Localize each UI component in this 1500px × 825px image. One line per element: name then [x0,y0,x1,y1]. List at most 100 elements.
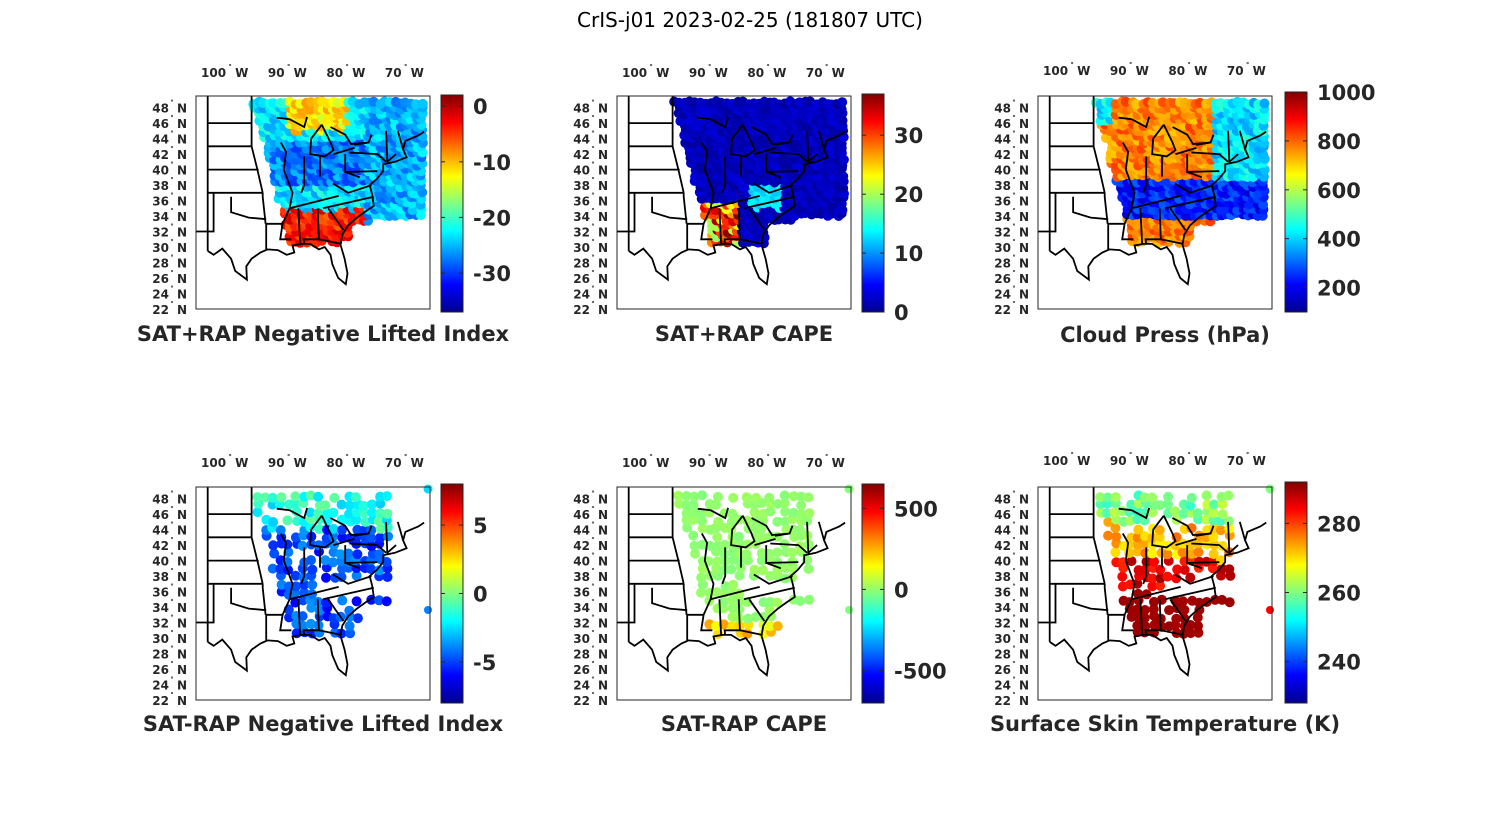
degree-symbol: ˚ [591,490,595,500]
lat-tick-label: 42 ˚ N [994,536,1029,553]
map-frame [195,486,431,701]
data-point [1110,522,1121,533]
state-border [1160,238,1184,245]
lat-tick-hemisphere: N [1019,257,1029,271]
data-point [688,514,699,525]
data-point [779,490,790,501]
degree-symbol: ˚ [1129,451,1133,461]
degree-symbol: ˚ [1012,552,1016,562]
lat-tick-hemisphere: N [1019,241,1029,255]
lat-tick-hemisphere: N [598,570,608,584]
state-border [1038,583,1057,624]
data-point [1210,594,1221,605]
lon-tick-degrees: 90 [1110,64,1127,78]
lat-tick-hemisphere: N [177,210,187,224]
lat-tick-label: 46 ˚ N [152,114,187,131]
state-border [332,573,372,585]
data-point [802,515,813,526]
data-point [1169,506,1180,517]
data-point [1185,540,1196,550]
data-point [1186,523,1197,534]
state-border [353,141,369,146]
lat-tick-degrees: 24 [573,288,590,302]
data-point [796,500,807,511]
lon-tick-hemisphere: W [411,456,424,470]
lat-tick-hemisphere: N [598,195,608,209]
degree-symbol: ˚ [170,161,174,171]
lon-tick-degrees: 90 [689,456,706,470]
degree-symbol: ˚ [1187,451,1191,461]
lat-tick-label: 24 ˚ N [994,676,1029,693]
state-border [1142,547,1148,585]
degree-symbol: ˚ [1012,269,1016,279]
data-point [711,621,721,631]
lat-tick-degrees: 48 [152,493,169,507]
lon-tick-hemisphere: W [656,66,669,80]
degree-symbol: ˚ [170,223,174,233]
lat-tick-label: 40 ˚ N [994,552,1029,569]
state-border [1144,599,1162,636]
lat-tick-hemisphere: N [598,164,608,178]
lat-tick-degrees: 42 [994,539,1011,553]
degree-symbol: ˚ [1012,629,1016,639]
data-point [352,524,363,535]
lat-tick-hemisphere: N [1019,555,1029,569]
data-point [756,523,767,534]
data-point [351,507,362,518]
data-point [366,532,376,543]
colorbar-tick-label: 0 [473,95,488,119]
lat-tick-label: 44 ˚ N [573,521,608,538]
lat-tick-hemisphere: N [598,303,608,317]
lat-tick-degrees: 46 [152,117,169,131]
lat-tick-label: 30 ˚ N [994,629,1029,646]
data-point [1110,492,1121,503]
degree-symbol: ˚ [170,552,174,562]
data-point [734,570,745,581]
data-point [383,531,394,542]
colorbar: 280 260 240 [1284,481,1361,704]
lat-tick-label: 26 ˚ N [994,269,1029,286]
state-border [196,583,215,624]
lat-tick-degrees: 26 [152,272,169,286]
data-point [780,563,791,574]
colorbar-tick-label: -5 [473,651,496,675]
colorbar-tick-label: 500 [894,497,938,521]
lat-tick-hemisphere: N [1019,632,1029,646]
data-point [1164,605,1175,616]
data-point [1155,500,1165,511]
state-border [774,532,790,537]
colorbar-tick-label: 5 [473,514,488,538]
map-frame [616,95,852,310]
data-point [1208,532,1219,542]
state-border [327,207,345,231]
lat-tick-hemisphere: N [1019,663,1029,677]
data-point [1177,596,1188,607]
data-point [713,516,724,527]
state-border [349,542,387,554]
degree-symbol: ˚ [170,567,174,577]
data-point [1126,499,1137,510]
state-border [751,517,794,536]
lat-tick-label: 36 ˚ N [994,192,1029,209]
data-point [712,491,723,502]
data-point [712,570,723,581]
state-border [1103,192,1109,224]
degree-symbol: ˚ [1012,238,1016,248]
lat-tick-hemisphere: N [1019,148,1029,162]
colorbar-tick-label: 0 [894,301,909,325]
state-border [279,533,294,632]
data-point [1140,605,1150,615]
lon-tick-hemisphere: W [352,456,365,470]
data-point [681,491,692,501]
lat-tick-label: 48 ˚ N [152,490,187,507]
state-border [1131,116,1151,129]
lon-tick-label: 90 ˚ W [268,453,307,470]
data-point [1147,97,1158,108]
data-point [787,547,798,558]
lat-tick-degrees: 28 [573,648,590,662]
lat-tick-hemisphere: N [177,133,187,147]
data-point [1209,499,1219,510]
lat-tick-label: 42 ˚ N [152,536,187,553]
lat-tick-label: 38 ˚ N [994,567,1029,584]
colorbar-gradient [861,483,885,704]
